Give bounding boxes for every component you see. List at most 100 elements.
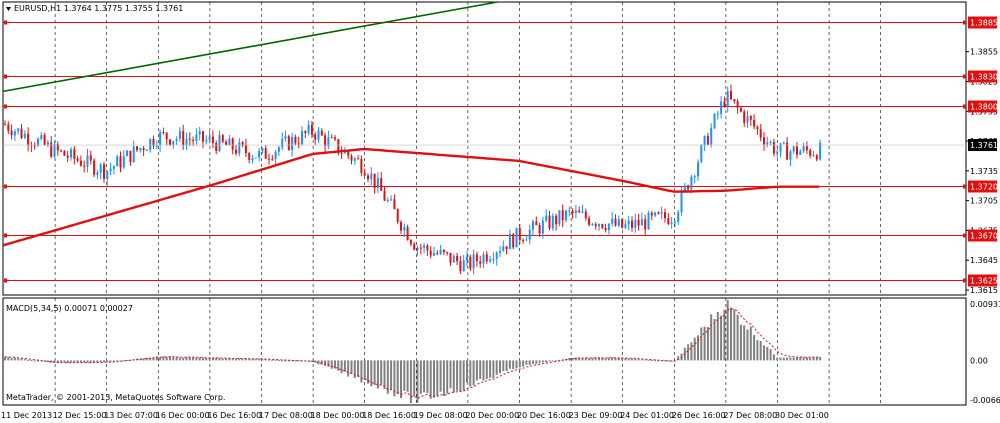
candle-body xyxy=(340,153,343,155)
macd-bar xyxy=(631,358,633,361)
candle-body xyxy=(334,137,336,140)
macd-bar xyxy=(677,356,680,361)
macd-bar xyxy=(106,360,109,363)
macd-bar xyxy=(70,360,72,363)
time-label: 16 Dec 16:00 xyxy=(207,411,261,420)
price-tick-label: 1.3705 xyxy=(970,197,998,206)
candle-body xyxy=(499,251,501,253)
trendline[interactable] xyxy=(2,1,498,93)
macd-bar xyxy=(743,325,746,361)
candle-body xyxy=(588,218,591,225)
macd-bar xyxy=(416,360,419,403)
price-level-box xyxy=(968,16,997,29)
candle-body xyxy=(535,221,538,226)
macd-bar xyxy=(241,358,244,361)
macd-bar xyxy=(116,360,119,362)
candle-body xyxy=(518,227,521,240)
macd-bar xyxy=(640,359,643,361)
candle-body xyxy=(522,239,525,241)
candle-body xyxy=(796,146,798,155)
main-pane[interactable] xyxy=(2,1,967,296)
macd-bar xyxy=(733,309,736,361)
macd-bar xyxy=(30,360,33,362)
candle-body xyxy=(776,151,779,154)
candle-body xyxy=(720,101,723,114)
candle-body xyxy=(799,151,802,155)
level-anchor xyxy=(963,233,966,238)
macd-bar xyxy=(119,360,122,362)
macd-bar xyxy=(456,360,459,391)
candle-body xyxy=(145,149,148,151)
macd-bar xyxy=(574,357,577,361)
candle-body xyxy=(426,245,429,251)
candle-body xyxy=(604,227,607,231)
macd-bar xyxy=(492,360,495,379)
candle-body xyxy=(551,215,554,229)
candle-body xyxy=(495,252,498,260)
candle-body xyxy=(759,129,762,138)
trendline-layer[interactable] xyxy=(2,1,498,93)
candle-body xyxy=(159,132,162,146)
moving-average-layer xyxy=(2,147,819,247)
macd-bar xyxy=(373,360,376,385)
macd-bar xyxy=(429,360,432,399)
candle-body xyxy=(485,254,488,262)
candle-body xyxy=(327,137,330,146)
candle-body xyxy=(581,211,584,213)
candle-body xyxy=(423,245,426,248)
symbol-icon xyxy=(6,7,11,11)
macd-bar xyxy=(376,360,379,389)
candle-body xyxy=(703,135,706,146)
candle-body xyxy=(482,254,485,264)
macd-tick-label: -0.00668 xyxy=(970,396,1000,405)
candle-body xyxy=(436,253,439,255)
macd-bar xyxy=(753,335,756,361)
macd-bar xyxy=(472,360,475,386)
macd-bar xyxy=(466,360,468,383)
candle-body xyxy=(37,138,39,146)
candle-body xyxy=(103,164,105,179)
candle-body xyxy=(53,144,56,157)
candle-body xyxy=(749,116,752,120)
candle-body xyxy=(525,239,528,241)
macd-bar xyxy=(730,307,732,361)
candle-body xyxy=(56,144,59,151)
macd-bar xyxy=(235,358,237,361)
candle-body xyxy=(802,146,805,152)
macd-bar xyxy=(340,360,343,374)
candle-body xyxy=(746,116,749,123)
macd-bar xyxy=(228,358,231,361)
candle-body xyxy=(172,141,175,145)
macd-bar xyxy=(353,360,356,379)
macd-tick-label: 0.00 xyxy=(970,356,988,365)
macd-bar xyxy=(221,358,224,361)
macd-bar xyxy=(439,360,442,392)
candle-body xyxy=(301,131,303,144)
horizontal-levels[interactable] xyxy=(3,20,966,283)
macd-bar xyxy=(294,360,297,362)
macd-bar xyxy=(644,359,647,361)
macd-bar xyxy=(99,360,102,363)
candle-body xyxy=(584,211,587,219)
price-level-label: 1.3885 xyxy=(970,19,998,28)
candle-body xyxy=(60,150,63,152)
candle-body xyxy=(70,149,72,158)
macd-pane[interactable] xyxy=(2,297,967,406)
macd-bar xyxy=(238,358,241,361)
candle-body xyxy=(277,147,280,152)
macd-bar xyxy=(713,318,716,361)
candle-body xyxy=(763,137,765,145)
time-label: 26 Dec 16:00 xyxy=(672,411,726,420)
macd-bar xyxy=(518,360,521,368)
candle-body xyxy=(512,234,515,248)
candle-body xyxy=(673,221,676,223)
macd-bar xyxy=(264,359,267,361)
candle-body xyxy=(442,249,445,253)
candle-body xyxy=(188,138,191,140)
macd-bar xyxy=(23,359,26,361)
macd-bar xyxy=(462,360,465,391)
macd-bar xyxy=(225,358,228,361)
candle-body xyxy=(598,224,600,227)
price-tick-label: 1.3855 xyxy=(970,48,998,57)
